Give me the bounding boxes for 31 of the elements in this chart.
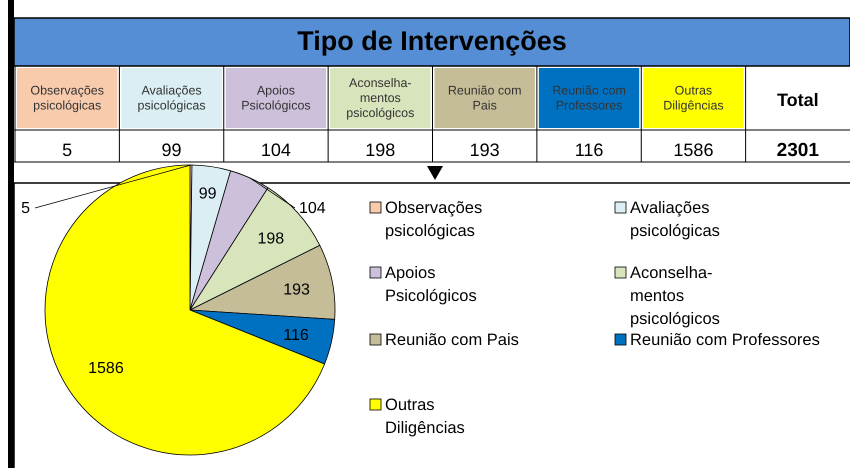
category-label: Observações psicológicas xyxy=(30,84,104,112)
data-label: 5 xyxy=(21,200,30,217)
text: 116 xyxy=(574,140,604,160)
legend-label: Avaliações psicológicas xyxy=(630,199,720,240)
category-label: Apoios Psicológicos xyxy=(241,84,311,112)
data-label: 104 xyxy=(260,140,291,160)
legend-label: Reunião com Pais xyxy=(385,331,519,349)
text: 193 xyxy=(470,140,500,160)
data-label: 116 xyxy=(283,327,309,344)
text: Tipo de Intervenções xyxy=(297,26,567,56)
text: 99 xyxy=(198,185,217,202)
data-label: 198 xyxy=(258,230,284,248)
text: Total xyxy=(776,90,819,110)
category-label: Avaliações psicológicas xyxy=(138,84,206,112)
category-label: Outras Diligências xyxy=(663,84,724,112)
text: 2301 xyxy=(776,140,820,161)
legend-label: Apoios Psicológicos xyxy=(385,264,477,305)
text: 198 xyxy=(365,140,396,160)
text: 104 xyxy=(299,200,326,217)
category-label: Reunião com Professores xyxy=(552,84,626,112)
category-label: Aconselha-mentos psicológicos xyxy=(346,76,414,120)
legend-label: Aconselha-mentos psicológicos xyxy=(630,264,720,328)
legend-label: Outras Diligências xyxy=(385,396,465,437)
text: 5 xyxy=(62,140,72,160)
data-label: 1586 xyxy=(88,360,124,377)
legend-label: Reunião com Professores xyxy=(630,331,820,349)
category-label: Reunião com Pais xyxy=(448,84,522,112)
data-label: 193 xyxy=(283,282,310,299)
text: 1586 xyxy=(673,140,714,160)
legend-label: Observações psicológicas xyxy=(385,199,482,240)
data-label: 99 xyxy=(162,140,182,160)
